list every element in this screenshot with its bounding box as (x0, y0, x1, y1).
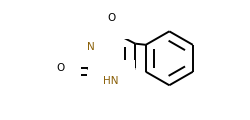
Text: HN: HN (103, 76, 118, 86)
Text: O: O (56, 63, 65, 73)
Text: O: O (107, 13, 115, 23)
Text: N: N (87, 42, 94, 52)
